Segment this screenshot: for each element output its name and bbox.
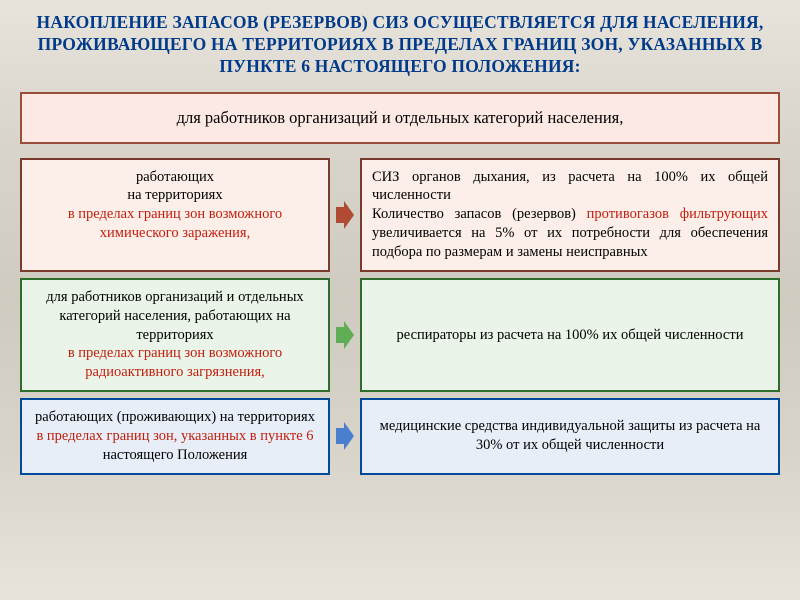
row1-left-red: в пределах границ зон возможного химичес… [68, 206, 282, 241]
row3-left-red: в пределах границ зон, указанных в пункт… [36, 428, 313, 444]
arrow-icon-2 [336, 278, 354, 392]
row2-left-red: в пределах границ зон возможного радиоак… [68, 345, 282, 380]
row2-left: для работников организаций и отдельных к… [20, 278, 330, 392]
slide: НАКОПЛЕНИЕ ЗАПАСОВ (РЕЗЕРВОВ) СИЗ ОСУЩЕС… [0, 0, 800, 600]
arrow-shape [336, 201, 354, 229]
row-general: работающих (проживающих) на территориях … [20, 398, 780, 475]
row3-left: работающих (проживающих) на территориях … [20, 398, 330, 475]
row3-left-plain2: настоящего Положения [103, 447, 248, 463]
row2-right: респираторы из расчета на 100% их общей … [360, 278, 780, 392]
row2-right-text: респираторы из расчета на 100% их общей … [397, 326, 744, 345]
row1-left-line2: на территориях [127, 187, 222, 203]
row1-right: СИЗ органов дыхания, из расчета на 100% … [360, 158, 780, 272]
row-radioactive: для работников организаций и отдельных к… [20, 278, 780, 392]
arrow-icon-3 [336, 398, 354, 475]
arrow-shape [336, 422, 354, 450]
row3-right: медицинские средства индивидуальной защи… [360, 398, 780, 475]
row1-right-p2b: увеличивается на 5% от их потребности дл… [372, 225, 768, 260]
row1-right-p2red: противогазов фильтрующих [587, 206, 768, 222]
row-chemical: работающих на территориях в пределах гра… [20, 158, 780, 272]
top-banner: для работников организаций и отдельных к… [20, 92, 780, 144]
row1-right-p2: Количество запасов (резервов) противогаз… [372, 205, 768, 262]
row1-right-p2a: Количество запасов (резервов) [372, 206, 587, 222]
row1-left: работающих на территориях в пределах гра… [20, 158, 330, 272]
row2-left-plain: для работников организаций и отдельных к… [46, 289, 303, 343]
row3-left-plain1: работающих (проживающих) на территориях [35, 409, 315, 425]
row1-right-p1: СИЗ органов дыхания, из расчета на 100% … [372, 168, 768, 206]
row3-right-text: медицинские средства индивидуальной защи… [372, 417, 768, 455]
row1-left-line1: работающих [136, 169, 214, 185]
arrow-shape [336, 321, 354, 349]
arrow-icon-1 [336, 158, 354, 272]
slide-title: НАКОПЛЕНИЕ ЗАПАСОВ (РЕЗЕРВОВ) СИЗ ОСУЩЕС… [14, 12, 786, 78]
rows-container: работающих на территориях в пределах гра… [14, 158, 786, 475]
